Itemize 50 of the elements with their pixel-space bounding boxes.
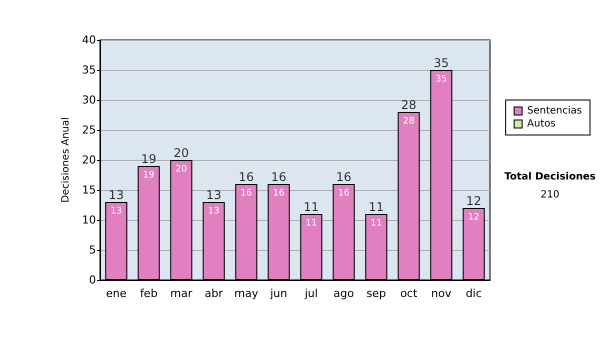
y-tick-label: 30 — [82, 94, 96, 106]
x-tick-label: mar — [170, 287, 193, 300]
y-tick-label: 5 — [89, 244, 96, 256]
data-label: 13 — [110, 206, 122, 216]
total-label: 12 — [466, 194, 482, 208]
total-label: 16 — [336, 170, 352, 184]
data-label: 16 — [273, 188, 285, 198]
x-tick-label: jul — [304, 287, 318, 300]
x-tick-label: nov — [431, 287, 452, 300]
y-tick-label: 20 — [82, 154, 96, 166]
total-label: 19 — [141, 152, 156, 166]
total-label: 35 — [434, 56, 449, 70]
data-label: 16 — [240, 188, 252, 198]
legend-label: Sentencias — [527, 106, 582, 116]
data-label: 16 — [338, 188, 350, 198]
x-tick-label: ago — [334, 287, 354, 300]
x-tick-label: may — [234, 287, 259, 300]
total-label: 28 — [401, 98, 416, 112]
data-label: 19 — [143, 170, 155, 180]
data-label: 20 — [176, 164, 188, 174]
text: 210 — [540, 190, 560, 200]
x-tick-label: jun — [269, 287, 288, 300]
data-label: 11 — [306, 218, 317, 228]
total-label: 16 — [238, 170, 254, 184]
data-label: 35 — [436, 74, 447, 84]
x-tick-label: sep — [366, 287, 386, 300]
x-tick-label: ene — [106, 287, 127, 300]
y-axis-title: Decisiones Anual — [60, 117, 72, 203]
y-tick-label: 10 — [82, 214, 96, 226]
total-label: 11 — [368, 200, 384, 214]
y-tick-label: 25 — [82, 124, 96, 136]
total-label: 13 — [206, 188, 222, 202]
data-label: 28 — [403, 116, 415, 126]
x-tick-label: dic — [466, 287, 482, 300]
y-tick-label: 40 — [82, 34, 96, 46]
y-tick-label: 35 — [82, 64, 96, 76]
x-tick-label: feb — [140, 287, 158, 300]
y-tick-label: 15 — [82, 184, 96, 196]
legend-label: Autos — [527, 118, 556, 130]
total-label: 16 — [271, 170, 286, 184]
x-tick-label: abr — [204, 287, 224, 300]
data-label: 13 — [208, 206, 220, 216]
data-label: 12 — [468, 212, 480, 222]
data-label: 11 — [370, 218, 382, 228]
total-label: 11 — [304, 200, 319, 214]
text: Total Decisiones — [504, 172, 596, 182]
total-label: 13 — [108, 188, 124, 202]
y-tick-label: 0 — [89, 274, 96, 286]
total-label: 20 — [174, 146, 189, 160]
x-tick-label: oct — [400, 287, 418, 300]
